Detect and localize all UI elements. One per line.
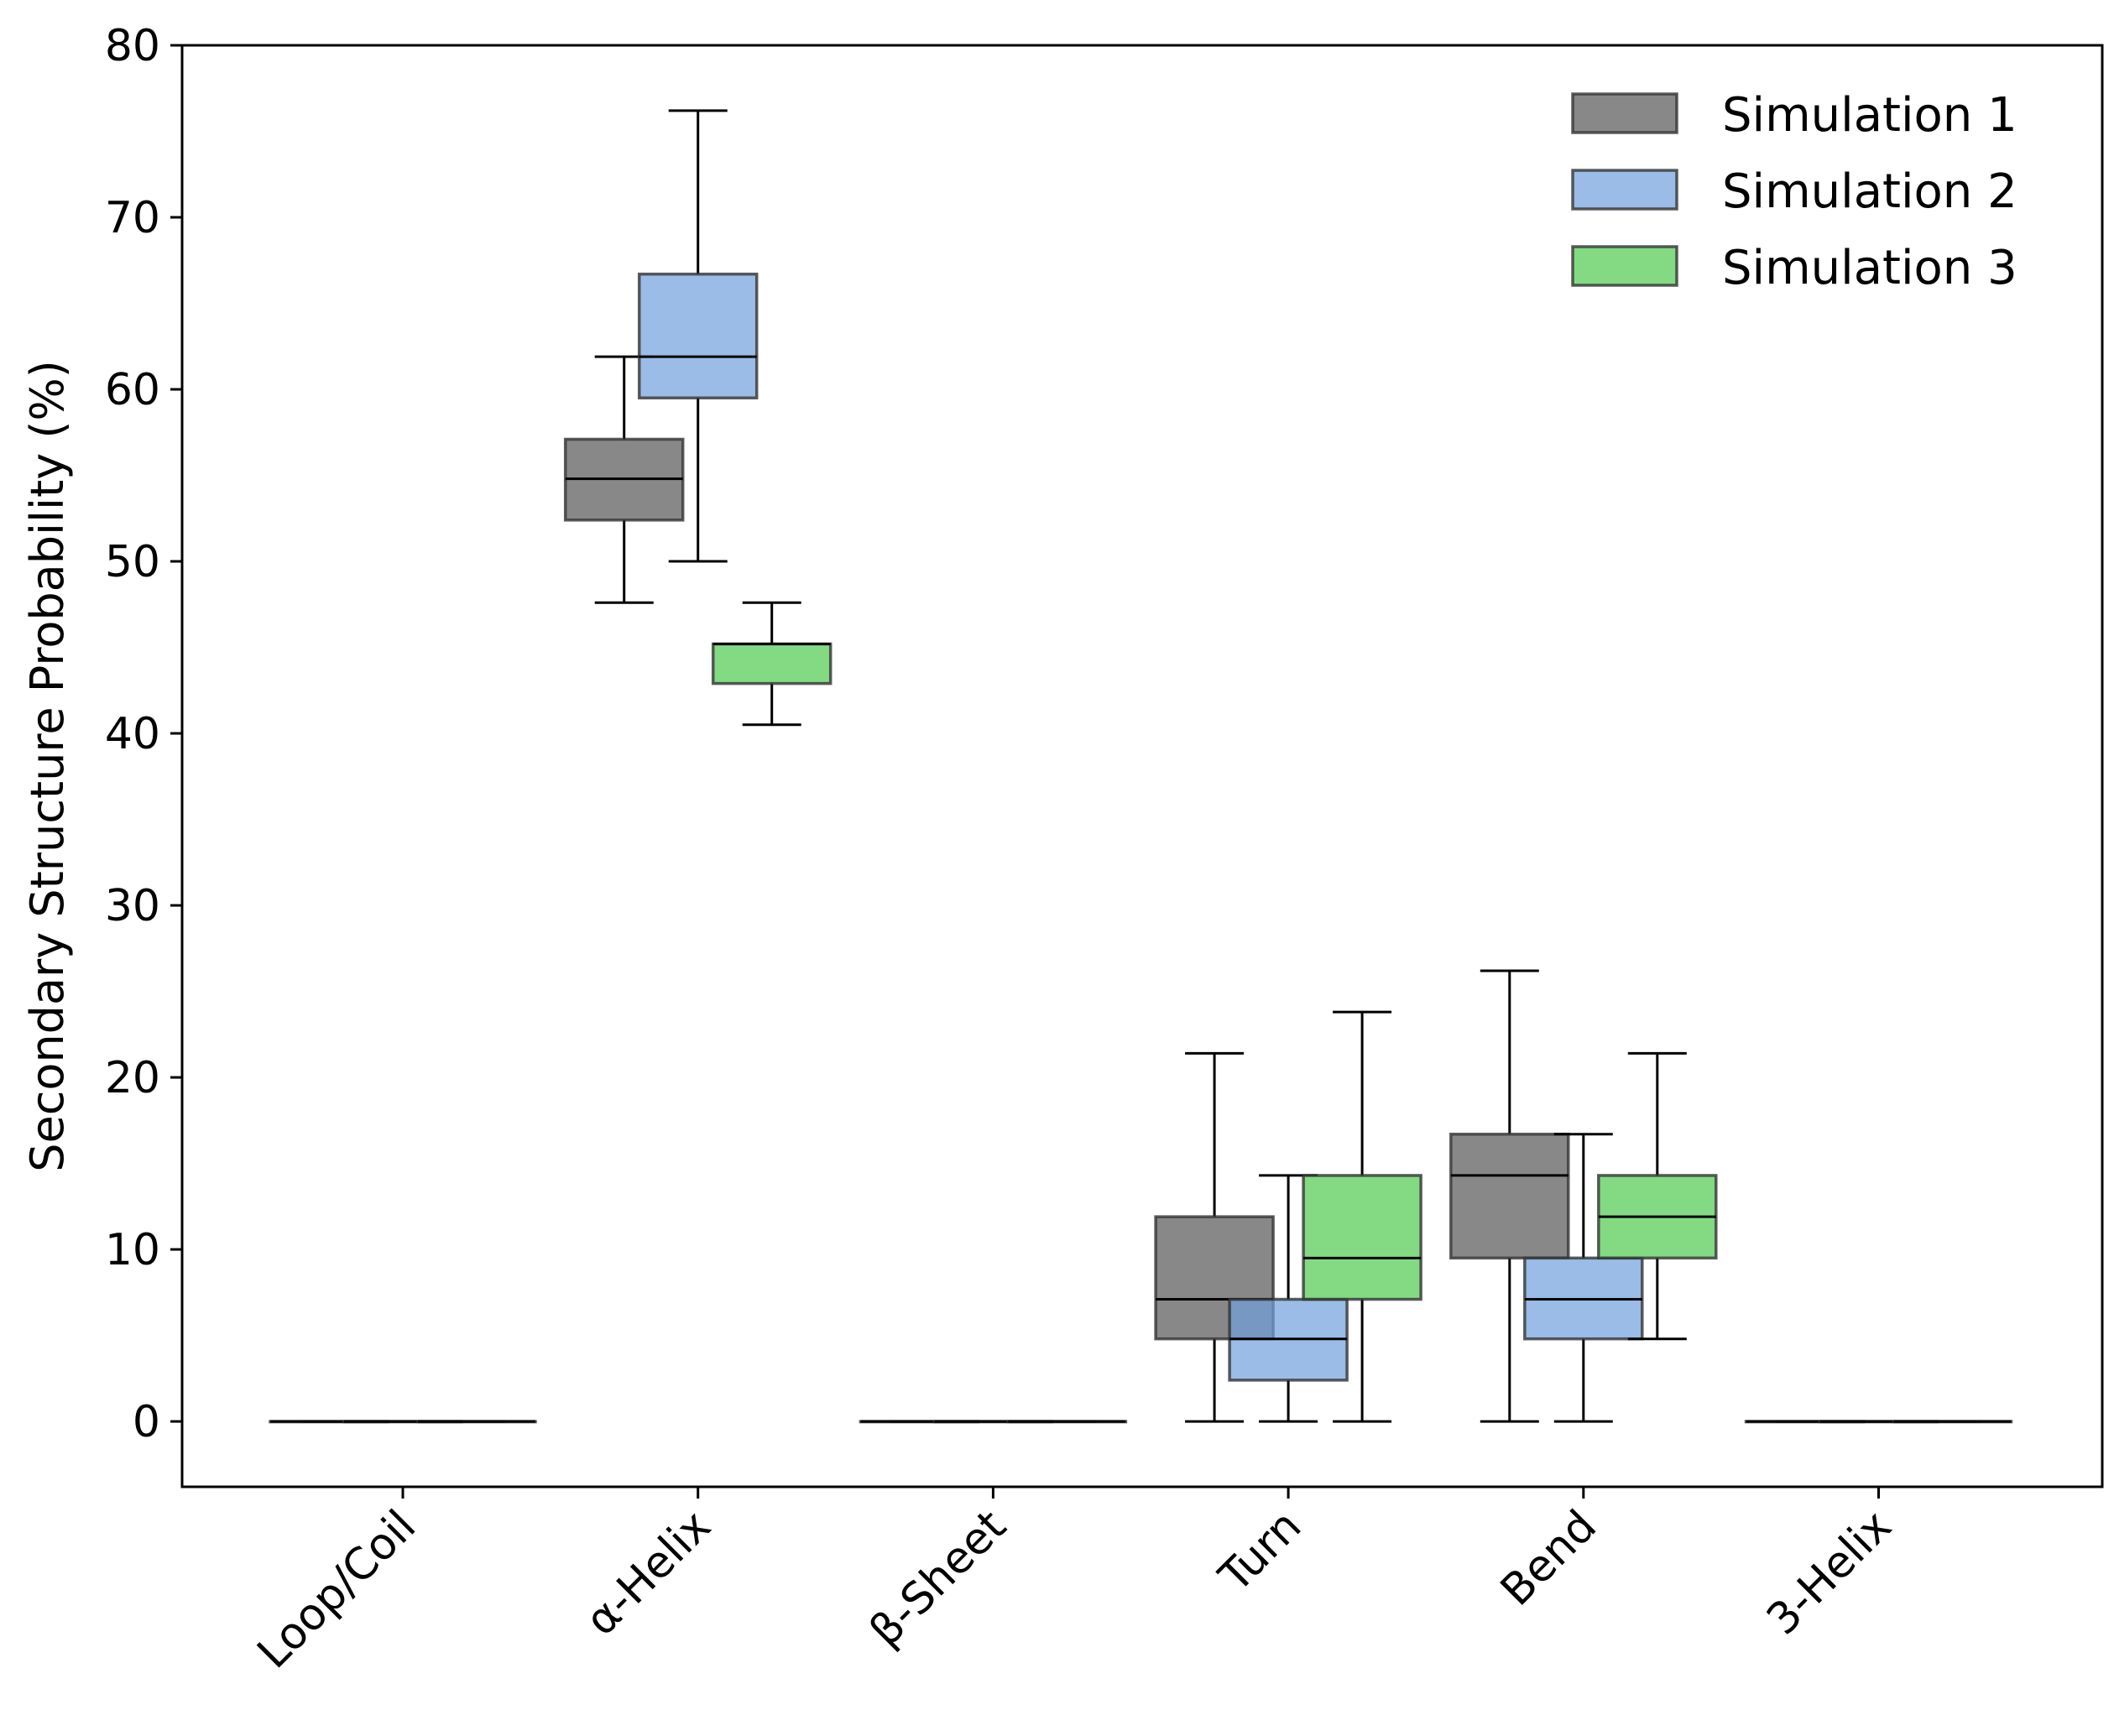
box-3-4 [1597, 1051, 1718, 1341]
x-tick-label: α-Helix [576, 1501, 720, 1645]
plot-frame [180, 44, 2104, 1488]
box-1-4 [1449, 969, 1570, 1423]
y-tick-label: 70 [105, 193, 160, 243]
legend-label: Simulation 3 [1722, 241, 2017, 295]
x-tick-label: 3-Helix [1757, 1501, 1902, 1645]
y-tick-label: 0 [133, 1397, 160, 1447]
legend-swatch [1571, 245, 1678, 287]
box-rect [637, 272, 759, 400]
y-tick-label: 80 [105, 21, 160, 71]
legend: Simulation 1 Simulation 2 Simulation 3 [1571, 88, 2017, 295]
box-3-3 [1302, 1010, 1422, 1423]
x-tick-label: β-Sheet [860, 1501, 1015, 1656]
y-tick-label: 30 [105, 881, 160, 931]
box-1-1 [563, 355, 685, 604]
legend-entry-2: Simulation 2 [1571, 164, 2017, 219]
x-tick-label: Turn [1209, 1501, 1311, 1603]
x-tick-label: Loop/Coil [248, 1501, 426, 1679]
legend-label: Simulation 1 [1722, 88, 2017, 143]
box-2-3 [1228, 1174, 1349, 1423]
legend-label: Simulation 2 [1722, 164, 2017, 219]
legend-entry-3: Simulation 3 [1571, 241, 2017, 295]
legend-entry-1: Simulation 1 [1571, 88, 2017, 143]
y-tick-label: 50 [105, 537, 160, 587]
legend-swatch [1571, 92, 1678, 134]
y-tick-label: 60 [105, 365, 160, 415]
box-3-2 [1006, 1420, 1128, 1424]
box-3-5 [1892, 1420, 2013, 1424]
plot-area [269, 109, 2013, 1424]
y-tick-label: 10 [105, 1225, 160, 1275]
box-rect [711, 642, 833, 686]
x-tick-label: Bend [1491, 1501, 1606, 1616]
box-2-1 [637, 109, 759, 563]
box-3-0 [416, 1420, 537, 1424]
box-3-1 [711, 601, 833, 727]
box-2-4 [1523, 1133, 1644, 1423]
legend-swatch [1571, 169, 1678, 211]
y-axis-label: Secondary Structure Probability (%) [21, 360, 74, 1172]
box-rect [1302, 1174, 1422, 1301]
y-tick-label: 40 [105, 709, 160, 759]
y-tick-label: 20 [105, 1053, 160, 1103]
box-rect [1449, 1132, 1570, 1260]
